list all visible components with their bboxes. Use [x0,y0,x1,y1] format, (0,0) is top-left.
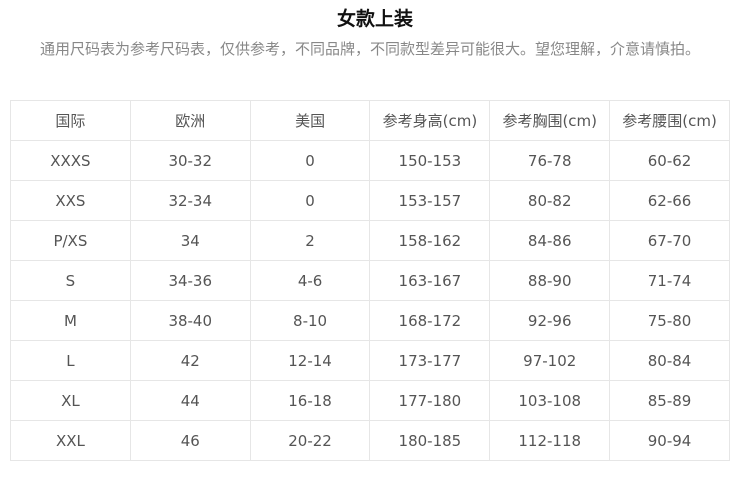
table-cell: 103-108 [489,380,611,421]
table-cell: 112-118 [489,420,611,461]
table-cell: 92-96 [489,300,611,341]
table-cell: 62-66 [609,180,730,221]
table-cell: 173-177 [369,340,491,381]
table-cell: 180-185 [369,420,491,461]
header-cell: 美国 [249,100,371,141]
table-cell: 90-94 [609,420,730,461]
table-cell: S [10,260,131,301]
table-cell: 84-86 [489,220,611,261]
table-cell: 34 [129,220,251,261]
table-cell: 30-32 [129,140,251,181]
table-cell: 158-162 [369,220,491,261]
table-cell: 20-22 [249,420,371,461]
table-cell: XL [10,380,131,421]
table-cell: 97-102 [489,340,611,381]
table-cell: 71-74 [609,260,730,301]
table-row: XL 44 16-18 177-180 103-108 85-89 [10,380,730,421]
table-row: S 34-36 4-6 163-167 88-90 71-74 [10,260,730,301]
table-cell: 80-82 [489,180,611,221]
table-row: XXXS 30-32 0 150-153 76-78 60-62 [10,140,730,181]
table-cell: P/XS [10,220,131,261]
table-cell: 153-157 [369,180,491,221]
header-row: 国际 欧洲 美国 参考身高(cm) 参考胸围(cm) 参考腰围(cm) [10,100,730,141]
table-cell: 85-89 [609,380,730,421]
table-cell: 80-84 [609,340,730,381]
table-cell: XXXS [10,140,131,181]
table-cell: 0 [249,180,371,221]
table-cell: 42 [129,340,251,381]
table-row: M 38-40 8-10 168-172 92-96 75-80 [10,300,730,341]
table-cell: XXL [10,420,131,461]
table-cell: L [10,340,131,381]
table-cell: 16-18 [249,380,371,421]
header-cell: 欧洲 [129,100,251,141]
table-cell: 38-40 [129,300,251,341]
table-cell: 2 [249,220,371,261]
page-title: 女款上装 [336,8,413,30]
table-cell: XXS [10,180,131,221]
table-cell: 163-167 [369,260,491,301]
table-cell: M [10,300,131,341]
table-cell: 88-90 [489,260,611,301]
table-row: XXL 46 20-22 180-185 112-118 90-94 [10,420,730,461]
table-cell: 60-62 [609,140,730,181]
table-cell: 67-70 [609,220,730,261]
table-cell: 76-78 [489,140,611,181]
table-cell: 168-172 [369,300,491,341]
header-cell: 参考胸围(cm) [489,100,611,141]
table-cell: 46 [129,420,251,461]
table-cell: 32-34 [129,180,251,221]
table-cell: 75-80 [609,300,730,341]
table-cell: 44 [129,380,251,421]
table-row: XXS 32-34 0 153-157 80-82 62-66 [10,180,730,221]
table-row: L 42 12-14 173-177 97-102 80-84 [10,340,730,381]
size-chart-table: 国际 欧洲 美国 参考身高(cm) 参考胸围(cm) 参考腰围(cm) XXXS 30-32 0… [10,100,730,461]
header-cell: 参考身高(cm) [369,100,491,141]
table-cell: 34-36 [129,260,251,301]
page-subtitle: 通用尺码表为参考尺码表，仅供参考，不同品牌，不同款型差异可能很大。望您理解，介意… [39,40,700,58]
header-cell: 参考腰围(cm) [609,100,730,141]
table-cell: 0 [249,140,371,181]
table-cell: 8-10 [249,300,371,341]
table-cell: 4-6 [249,260,371,301]
table-row: P/XS 34 2 158-162 84-86 67-70 [10,220,730,261]
header-cell: 国际 [10,100,131,141]
table-cell: 177-180 [369,380,491,421]
table-cell: 150-153 [369,140,491,181]
table-cell: 12-14 [249,340,371,381]
